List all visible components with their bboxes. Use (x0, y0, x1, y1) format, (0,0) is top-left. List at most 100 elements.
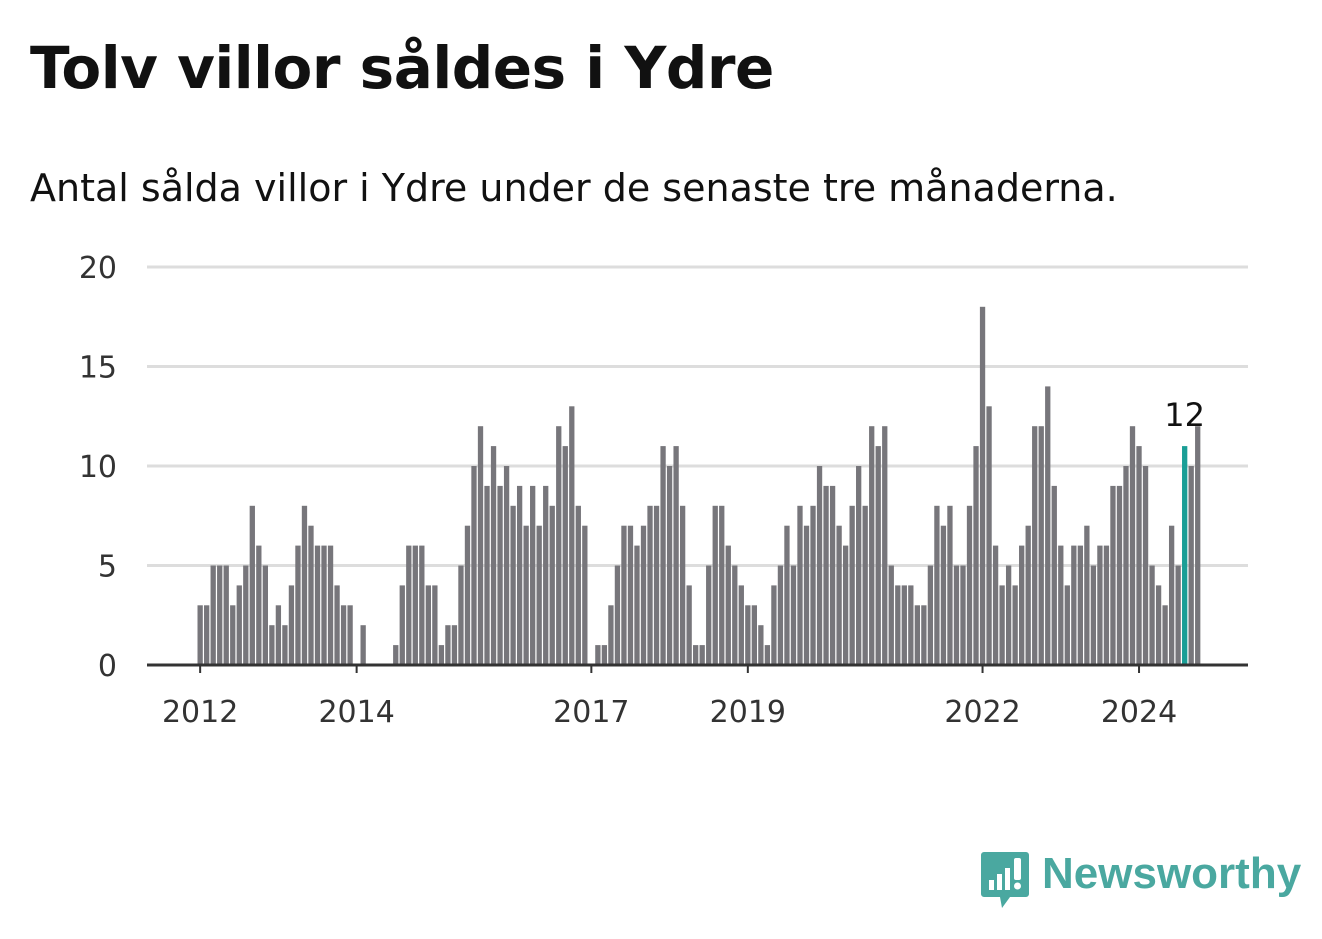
newsworthy-logo-icon (981, 852, 1029, 908)
bar (1012, 585, 1018, 665)
bar (660, 446, 666, 665)
bar (1110, 485, 1116, 665)
bar (1136, 446, 1142, 665)
bar (282, 625, 288, 665)
bar (1155, 585, 1162, 665)
bar (888, 565, 894, 665)
bar (634, 545, 640, 665)
bar (451, 625, 458, 665)
y-tick-label: 15 (79, 351, 117, 386)
bar (627, 525, 634, 665)
bar (751, 605, 757, 665)
bar (836, 525, 842, 665)
bar (1103, 545, 1110, 665)
bar (432, 585, 438, 665)
bar (921, 605, 927, 665)
bar (399, 585, 405, 665)
gridlines (147, 265, 1248, 567)
bar (823, 485, 829, 665)
bar (477, 426, 484, 665)
bar (412, 545, 418, 665)
bar (653, 505, 660, 665)
bar (706, 565, 712, 665)
bar (595, 645, 601, 665)
bar (464, 525, 471, 665)
bar (940, 525, 947, 665)
bar (556, 426, 562, 665)
bar (693, 645, 699, 665)
bar (406, 545, 412, 665)
bar (458, 565, 464, 665)
bar (536, 525, 542, 665)
bar (484, 485, 490, 665)
bar (640, 525, 647, 665)
bar (771, 585, 777, 665)
bar (719, 505, 725, 665)
bar (327, 545, 334, 665)
bar (334, 585, 340, 665)
bar (582, 525, 588, 665)
bar (777, 565, 784, 665)
bar (999, 585, 1005, 665)
bar (784, 525, 790, 665)
bar (314, 545, 321, 665)
bar (953, 565, 960, 665)
bar (790, 565, 797, 665)
bar (882, 426, 888, 665)
bar (549, 505, 555, 665)
bar (614, 565, 621, 665)
bar (829, 485, 836, 665)
bar (230, 605, 236, 665)
bar (712, 505, 718, 665)
bar (360, 625, 366, 665)
bar (960, 565, 966, 665)
bar (758, 625, 764, 665)
bar (1019, 545, 1025, 665)
bar (745, 605, 751, 665)
bar (301, 505, 308, 665)
bar (647, 505, 653, 665)
brand-name: Newsworthy (1042, 849, 1302, 898)
bar (966, 505, 973, 665)
y-tick-label: 5 (98, 550, 117, 585)
bar (1175, 565, 1181, 665)
bar (425, 585, 431, 665)
bar (1038, 426, 1044, 665)
bar (934, 505, 940, 665)
y-tick-label: 20 (79, 251, 117, 286)
bar (927, 565, 934, 665)
bars (197, 306, 1201, 665)
bar (223, 565, 229, 665)
bar (895, 585, 901, 665)
bar (947, 505, 953, 665)
bar (275, 605, 282, 665)
bar (269, 625, 275, 665)
bar (445, 625, 451, 665)
bar (543, 485, 549, 665)
bar (686, 585, 692, 665)
x-tick-label: 2019 (710, 695, 786, 730)
bar (523, 525, 529, 665)
bar (575, 505, 581, 665)
bar (1195, 426, 1201, 665)
bar (1162, 605, 1168, 665)
bar (1097, 545, 1103, 665)
bar (986, 406, 992, 665)
x-tick-label: 2017 (553, 695, 629, 730)
bar (1045, 386, 1051, 665)
bar (197, 605, 203, 665)
bar (1149, 565, 1155, 665)
bar (243, 565, 249, 665)
bar (973, 446, 979, 665)
bar (497, 485, 503, 665)
bar (856, 466, 862, 665)
bar (1188, 466, 1194, 665)
bar (503, 466, 510, 665)
bar (1129, 426, 1136, 665)
bar (490, 446, 497, 665)
bar (816, 466, 823, 665)
bar (901, 585, 907, 665)
bar (308, 525, 314, 665)
chart-title: Tolv villor såldes i Ydre (30, 34, 774, 102)
